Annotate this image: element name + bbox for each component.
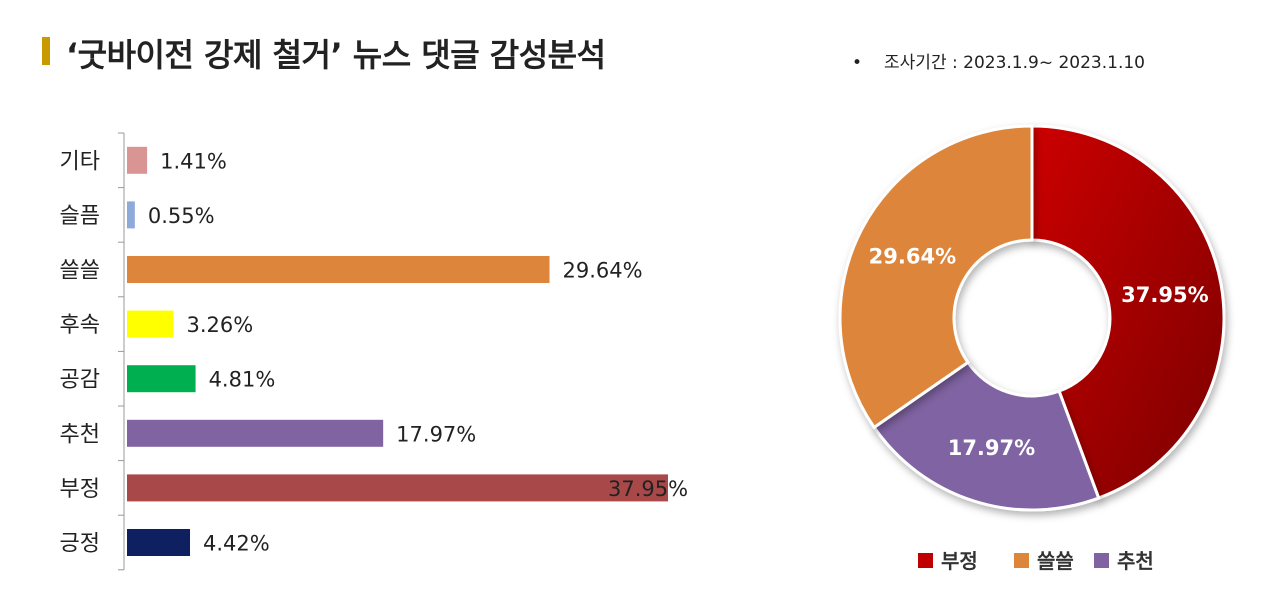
title-accent-bar bbox=[42, 37, 50, 65]
bar-chart: 기타 1.41% 슬픔 0.55% 쓸쓸 29.64% 후속 3.26% 공감 4.81% 추천 17… bbox=[60, 132, 688, 571]
bar-category-label: 쓸쓸 bbox=[60, 259, 100, 284]
bar bbox=[127, 256, 550, 283]
bar bbox=[127, 474, 668, 502]
donut-slice bbox=[872, 360, 1101, 512]
bar bbox=[127, 365, 196, 393]
bar-category-label: 기타 bbox=[60, 149, 100, 174]
bar-category-label: 슬픔 bbox=[60, 204, 100, 229]
legend-label: 부정 bbox=[941, 549, 978, 573]
bar bbox=[127, 310, 174, 338]
bar-category-label: 부정 bbox=[60, 477, 100, 502]
bar-value-label: 37.95% bbox=[608, 477, 688, 501]
bar-category-label: 공감 bbox=[60, 368, 100, 393]
bar-value-label: 0.55% bbox=[148, 204, 215, 228]
donut-slice-label: 37.95% bbox=[1121, 283, 1208, 307]
bar-value-label: 29.64% bbox=[563, 259, 643, 283]
bar-value-label: 17.97% bbox=[396, 422, 476, 446]
donut-legend: 부정 쓸쓸 추천 bbox=[918, 549, 1154, 573]
bar bbox=[127, 201, 135, 229]
donut-slice bbox=[1030, 124, 1226, 500]
bar-value-label: 4.42% bbox=[203, 532, 270, 556]
legend-swatch bbox=[1094, 553, 1109, 568]
page-title: ‘굿바이전 강제 철거’ 뉴스 댓글 감성분석 bbox=[66, 36, 606, 74]
survey-period: • 조사기간 : 2023.1.9~ 2023.1.10 bbox=[852, 48, 1145, 73]
legend-swatch bbox=[1014, 553, 1029, 568]
bar bbox=[127, 146, 148, 174]
donut-chart: 37.95% 17.97% 29.64% bbox=[838, 124, 1226, 512]
donut-slice-label: 29.64% bbox=[869, 244, 956, 268]
period-text: 조사기간 : 2023.1.9~ 2023.1.10 bbox=[884, 53, 1145, 73]
bar-category-label: 긍정 bbox=[60, 532, 100, 557]
bar-category-label: 후속 bbox=[60, 313, 100, 338]
legend-label: 추천 bbox=[1117, 549, 1154, 573]
bar-value-label: 4.81% bbox=[209, 368, 276, 392]
donut-slice bbox=[838, 124, 1034, 430]
donut-slice-label: 17.97% bbox=[948, 436, 1035, 460]
bar-category-label: 추천 bbox=[60, 422, 100, 447]
bar-value-label: 1.41% bbox=[160, 149, 227, 173]
period-bullet: • bbox=[852, 53, 863, 73]
bar bbox=[127, 529, 191, 556]
bar bbox=[127, 419, 384, 447]
legend-swatch bbox=[918, 553, 933, 568]
bar-value-label: 3.26% bbox=[186, 313, 253, 337]
legend-label: 쓸쓸 bbox=[1037, 549, 1074, 573]
